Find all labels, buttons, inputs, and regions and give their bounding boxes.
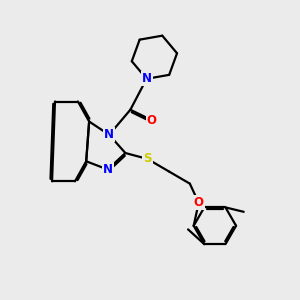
Text: S: S [143,152,152,165]
Text: N: N [104,128,114,141]
Text: N: N [142,72,152,85]
Text: N: N [103,163,113,176]
Text: O: O [194,196,204,209]
Text: O: O [147,114,157,127]
